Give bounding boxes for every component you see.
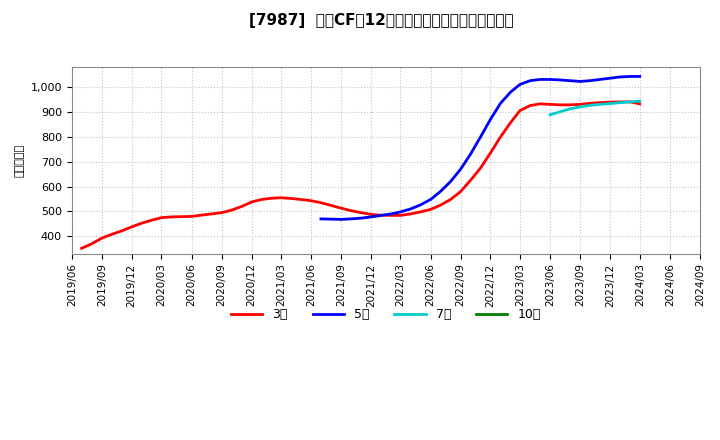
Legend: 3年, 5年, 7年, 10年: 3年, 5年, 7年, 10年 xyxy=(226,303,546,326)
Text: [7987]  営業CFの12か月移動合計の標準偏差の推移: [7987] 営業CFの12か月移動合計の標準偏差の推移 xyxy=(249,13,514,28)
Y-axis label: （百万円）: （百万円） xyxy=(15,144,25,177)
